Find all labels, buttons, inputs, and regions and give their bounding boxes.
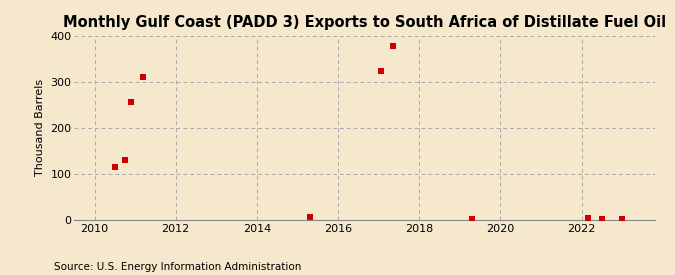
Point (304, 214, 315, 219)
Text: Source: U.S. Energy Information Administration: Source: U.S. Energy Information Administ… (54, 262, 301, 272)
Point (597, 216, 608, 221)
Point (375, 69, 386, 73)
Point (466, 216, 477, 221)
Point (119, 158, 130, 162)
Point (617, 216, 628, 221)
Point (126, 100, 136, 104)
Y-axis label: Thousand Barrels: Thousand Barrels (35, 79, 45, 177)
Title: Monthly Gulf Coast (PADD 3) Exports to South Africa of Distillate Fuel Oil: Monthly Gulf Coast (PADD 3) Exports to S… (63, 15, 666, 31)
Point (387, 44, 398, 48)
Point (583, 216, 593, 220)
Point (138, 75, 148, 79)
Point (109, 165, 120, 169)
